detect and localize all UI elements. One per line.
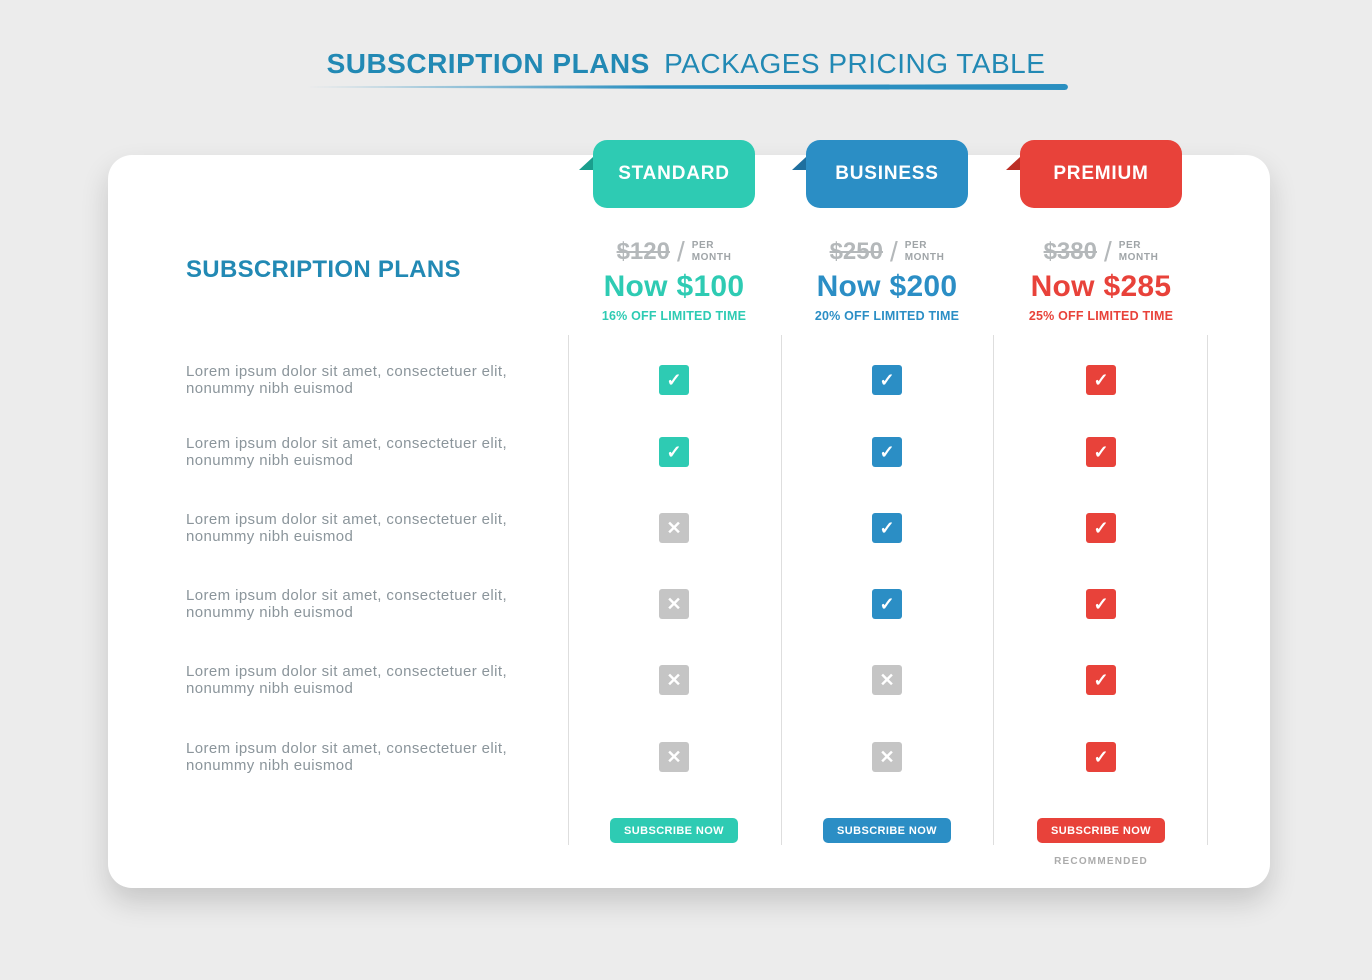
plan-tab-business-body: BUSINESS	[806, 140, 968, 208]
old-price: $380	[1043, 238, 1097, 265]
feature-checkbox: ✕	[872, 742, 902, 772]
price-slash: /	[1103, 236, 1112, 267]
page-title-bold: SUBSCRIPTION PLANS	[326, 48, 650, 79]
recommended-badge: RECOMMENDED	[1054, 856, 1148, 867]
price-block-business: $250 / PER MONTH Now $200 20% OFF LIMITE…	[781, 236, 993, 323]
feature-checkbox: ✓	[872, 437, 902, 467]
feature-checkbox: ✓	[1086, 365, 1116, 395]
feature-checkbox: ✓	[872, 589, 902, 619]
price-block-premium: $380 / PER MONTH Now $285 25% OFF LIMITE…	[995, 236, 1207, 323]
plan-tab-business: BUSINESS	[792, 140, 968, 208]
price-slash: /	[889, 236, 898, 267]
discount-badge: 16% OFF LIMITED TIME	[601, 309, 747, 323]
current-price: Now $285	[1030, 270, 1172, 303]
per-month-label: PER MONTH	[691, 240, 732, 263]
feature-row-5: Lorem ipsum dolor sit amet, consectetuer…	[186, 663, 508, 697]
feature-checkbox: ✓	[872, 513, 902, 543]
old-price-row: $250 / PER MONTH	[781, 236, 993, 268]
feature-checkbox: ✓	[1086, 589, 1116, 619]
subscribe-button-standard[interactable]: SUBSCRIBE NOW	[610, 818, 738, 843]
subscribe-button-business[interactable]: SUBSCRIBE NOW	[823, 818, 951, 843]
old-price: $250	[829, 238, 883, 265]
feature-checkbox: ✓	[1086, 513, 1116, 543]
feature-checkbox: ✓	[1086, 742, 1116, 772]
current-price: Now $100	[603, 270, 745, 303]
title-underline	[306, 84, 1068, 90]
column-divider	[1207, 335, 1208, 845]
plan-tab-premium: PREMIUM	[1006, 140, 1182, 208]
plan-tab-label: BUSINESS	[835, 163, 939, 184]
pricing-card	[108, 155, 1270, 888]
plan-tab-label: PREMIUM	[1053, 163, 1149, 184]
table-heading: SUBSCRIPTION PLANS	[186, 256, 461, 283]
old-price-row: $380 / PER MONTH	[995, 236, 1207, 268]
feature-row-1: Lorem ipsum dolor sit amet, consectetuer…	[186, 363, 508, 397]
plan-tab-premium-body: PREMIUM	[1020, 140, 1182, 208]
feature-checkbox: ✓	[1086, 665, 1116, 695]
feature-row-2: Lorem ipsum dolor sit amet, consectetuer…	[186, 435, 508, 469]
old-price: $120	[616, 238, 670, 265]
page-title: SUBSCRIPTION PLANS PACKAGES PRICING TABL…	[0, 48, 1372, 80]
feature-checkbox: ✕	[659, 665, 689, 695]
plan-tab-standard: STANDARD	[579, 140, 755, 208]
subscribe-button-premium[interactable]: SUBSCRIBE NOW	[1037, 818, 1165, 843]
feature-checkbox: ✕	[659, 513, 689, 543]
per-month-label: PER MONTH	[904, 240, 945, 263]
feature-checkbox: ✕	[659, 742, 689, 772]
discount-badge: 25% OFF LIMITED TIME	[1028, 309, 1174, 323]
price-block-standard: $120 / PER MONTH Now $100 16% OFF LIMITE…	[568, 236, 780, 323]
feature-checkbox: ✕	[659, 589, 689, 619]
old-price-row: $120 / PER MONTH	[568, 236, 780, 268]
plan-tab-label: STANDARD	[618, 163, 730, 184]
discount-badge: 20% OFF LIMITED TIME	[814, 309, 960, 323]
column-divider	[568, 335, 569, 845]
feature-row-3: Lorem ipsum dolor sit amet, consectetuer…	[186, 511, 508, 545]
column-divider	[993, 335, 994, 845]
feature-row-4: Lorem ipsum dolor sit amet, consectetuer…	[186, 587, 508, 621]
column-divider	[781, 335, 782, 845]
per-month-label: PER MONTH	[1118, 240, 1159, 263]
feature-row-6: Lorem ipsum dolor sit amet, consectetuer…	[186, 740, 508, 774]
feature-checkbox: ✓	[659, 437, 689, 467]
feature-checkbox: ✕	[872, 665, 902, 695]
feature-checkbox: ✓	[872, 365, 902, 395]
feature-checkbox: ✓	[659, 365, 689, 395]
page-title-regular: PACKAGES PRICING TABLE	[664, 48, 1046, 79]
feature-checkbox: ✓	[1086, 437, 1116, 467]
plan-tab-standard-body: STANDARD	[593, 140, 755, 208]
current-price: Now $200	[816, 270, 958, 303]
price-slash: /	[676, 236, 685, 267]
